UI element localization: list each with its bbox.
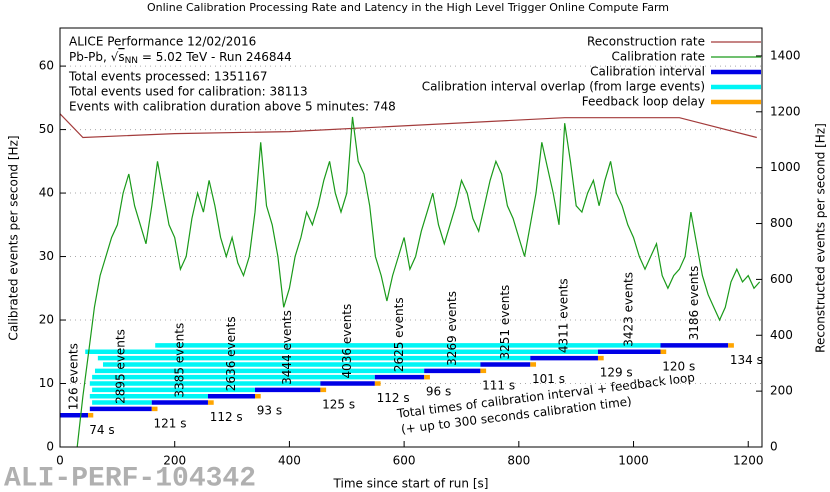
x-tick-label: 1000	[618, 454, 649, 468]
info-text: Total events used for calibration: 38113	[68, 85, 308, 99]
time-label: 93 s	[257, 404, 282, 418]
time-label: 120 s	[662, 359, 695, 373]
y2-tick-label: 1000	[770, 160, 801, 174]
events-label: 3186 events	[687, 266, 701, 341]
events-label: 3251 events	[498, 285, 512, 360]
y-tick-label: 30	[39, 249, 54, 263]
y2-tick-label: 1200	[770, 104, 801, 118]
info-text: Events with calibration duration above 5…	[69, 100, 396, 114]
y-tick-label: 0	[46, 440, 54, 454]
y2-tick-label: 200	[770, 384, 793, 398]
info-text: Pb-Pb, √sNN = 5.02 TeV - Run 246844	[69, 50, 292, 66]
y2-tick-label: 600	[770, 272, 793, 286]
x-tick-label: 1200	[733, 454, 764, 468]
info-text: ALICE Performance 12/02/2016	[69, 35, 256, 49]
events-label: 3385 events	[172, 323, 186, 398]
y2-axis-label: Reconstructed events per second [Hz]	[814, 123, 828, 353]
series-line	[76, 116, 761, 447]
time-label: 74 s	[89, 423, 114, 437]
plot-frame	[59, 27, 763, 448]
legend-label: Reconstruction rate	[587, 35, 705, 49]
watermark: ALI-PERF-104342	[4, 463, 256, 492]
legend-label: Calibration interval	[590, 65, 705, 79]
time-label: 112 s	[377, 391, 410, 405]
time-label: 121 s	[154, 416, 187, 430]
events-label: 3269 events	[445, 291, 459, 366]
x-tick-label: 0	[56, 454, 64, 468]
time-label: 111 s	[482, 378, 515, 392]
y2-tick-label: 400	[770, 328, 793, 342]
y-axis-label: Calibrated events per second [Hz]	[7, 135, 21, 340]
y2-tick-label: 1400	[770, 48, 801, 62]
legend-label: Calibration rate	[612, 50, 705, 64]
time-label: 134 s	[730, 353, 763, 367]
time-label: 129 s	[600, 366, 633, 380]
y-tick-label: 60	[39, 59, 54, 73]
events-label: 3423 events	[622, 272, 636, 347]
info-text: Total events processed: 1351167	[68, 70, 268, 84]
y2-tick-label: 800	[770, 216, 793, 230]
legend-label: Feedback loop delay	[582, 95, 705, 109]
time-label: 125 s	[322, 397, 355, 411]
events-label: 2895 events	[113, 329, 127, 404]
x-axis-label: Time since start of run [s]	[333, 477, 489, 491]
y-tick-label: 50	[39, 122, 54, 136]
events-label: 126 events	[67, 343, 81, 410]
series-line	[60, 113, 757, 139]
chart-title: Online Calibration Processing Rate and L…	[147, 1, 669, 14]
events-label: 2636 events	[224, 316, 238, 391]
legend-label: Calibration interval overlap (from large…	[422, 80, 705, 94]
x-tick-label: 400	[278, 454, 301, 468]
x-tick-label: 200	[163, 454, 186, 468]
events-label: 3444 events	[280, 310, 294, 385]
x-tick-label: 600	[393, 454, 416, 468]
x-tick-label: 800	[507, 454, 530, 468]
y-tick-label: 40	[39, 186, 54, 200]
y-tick-label: 10	[39, 376, 54, 390]
events-label: 4036 events	[340, 304, 354, 379]
events-label: 4311 events	[557, 278, 571, 353]
events-label: 2625 events	[392, 297, 406, 372]
time-label: 101 s	[532, 372, 565, 386]
time-label: 112 s	[210, 410, 243, 424]
plot-area	[60, 113, 761, 447]
y2-tick-label: 0	[770, 440, 778, 454]
time-label: 96 s	[426, 385, 451, 399]
y-tick-label: 20	[39, 313, 54, 327]
